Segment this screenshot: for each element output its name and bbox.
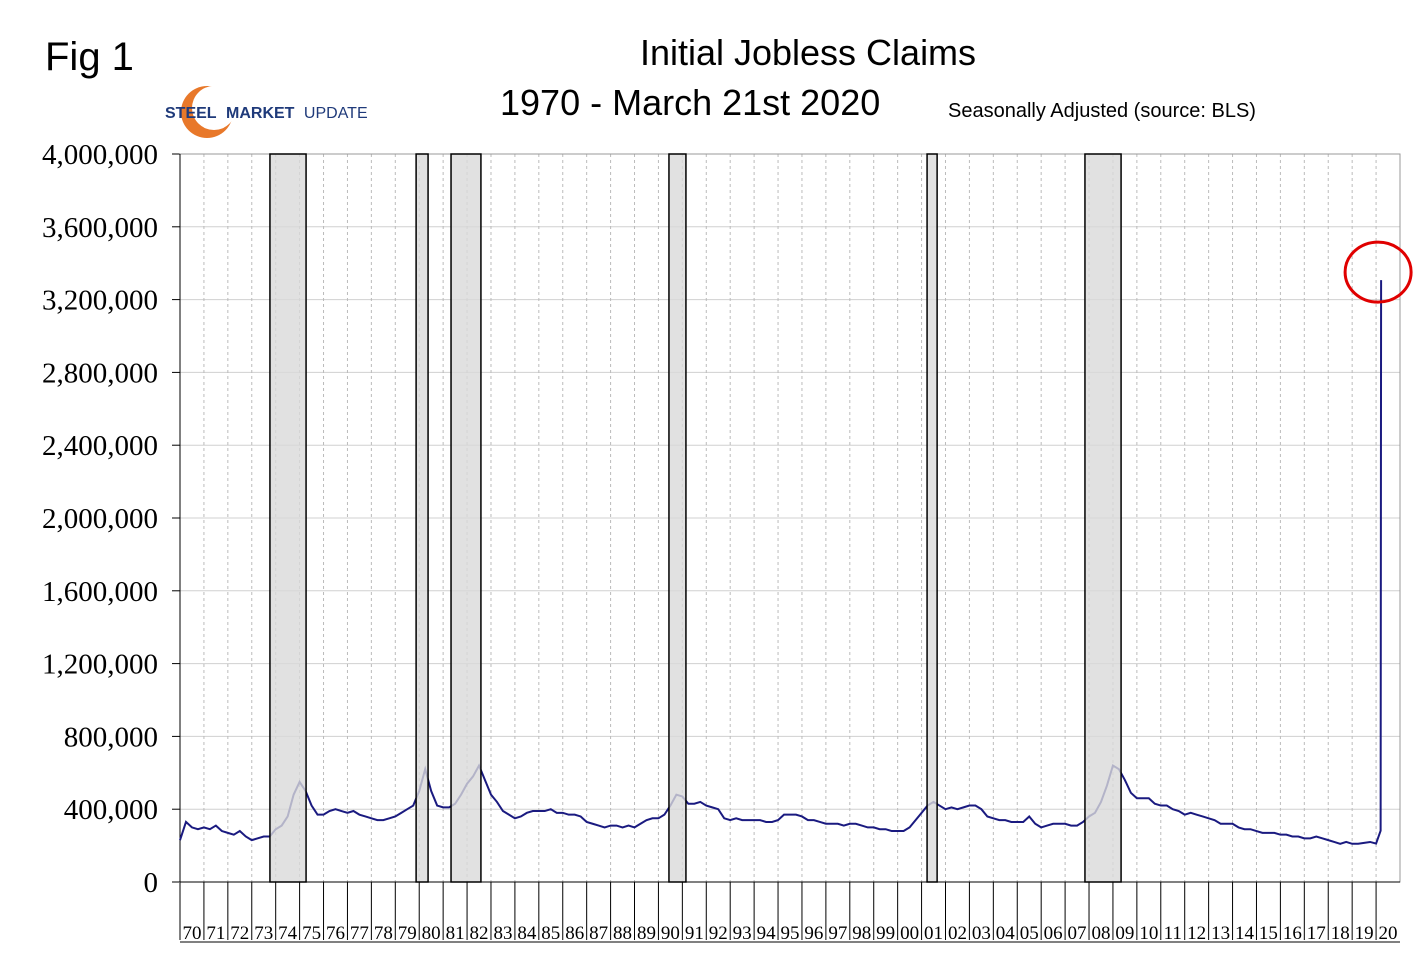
logo: STEEL MARKET UPDATE: [165, 86, 368, 138]
logo-word: STEEL: [165, 105, 217, 122]
x-tick-label: 71: [206, 923, 225, 944]
x-tick-label: 09: [1115, 923, 1134, 944]
x-tick-label: 17: [1307, 923, 1326, 944]
data-line: [179, 280, 1383, 845]
x-tick-label: 86: [565, 923, 584, 944]
logo-text: STEEL MARKET UPDATE: [165, 105, 368, 122]
x-tick-label: 92: [709, 923, 728, 944]
chart-subtitle: 1970 - March 21st 2020: [500, 82, 880, 123]
x-tick-label: 72: [230, 923, 249, 944]
logo-word: UPDATE: [304, 105, 368, 122]
x-tick-label: 82: [470, 923, 489, 944]
x-tick-label: 98: [852, 923, 871, 944]
plot-area: 0 400,000 800,000 1,200,000 1,600,000 2,000,0…: [42, 139, 1413, 944]
x-tick-label: 77: [350, 923, 369, 944]
x-tick-label: 94: [757, 923, 777, 944]
x-tick-label: 95: [781, 923, 800, 944]
x-tick-label: 06: [1044, 923, 1063, 944]
recession-band: [415, 153, 429, 883]
y-tick-label: 1,200,000: [42, 649, 158, 681]
y-tick-label: 400,000: [64, 794, 158, 826]
logo-word: MARKET: [226, 105, 295, 122]
x-tick-label: 02: [948, 923, 967, 944]
x-tick-label: 88: [613, 923, 632, 944]
x-tick-label: 87: [589, 923, 608, 944]
x-tick-label: 93: [733, 923, 752, 944]
highlight-circle: [1343, 240, 1413, 304]
chart-note: Seasonally Adjusted (source: BLS): [948, 100, 1256, 122]
x-tick-label: 16: [1283, 923, 1302, 944]
x-tick-label: 14: [1235, 923, 1255, 944]
x-tick-label: 74: [278, 923, 298, 944]
x-tick-label: 13: [1211, 923, 1230, 944]
x-tick-label: 73: [254, 923, 273, 944]
y-tick-label: 1,600,000: [42, 576, 158, 608]
y-tick-label: 3,600,000: [42, 212, 158, 244]
x-tick-label: 07: [1068, 923, 1087, 944]
x-tick-label: 01: [924, 923, 943, 944]
x-tick-label: 91: [685, 923, 704, 944]
x-tick-label: 75: [302, 923, 321, 944]
x-tick-label: 18: [1331, 923, 1350, 944]
x-tick-label: 78: [374, 923, 393, 944]
x-tick-label: 76: [326, 923, 345, 944]
x-tick-label: 12: [1187, 923, 1206, 944]
y-tick-label: 2,800,000: [42, 357, 158, 389]
x-tick-label: 99: [876, 923, 895, 944]
y-tick-label: 800,000: [64, 721, 158, 753]
x-tick-label: 08: [1091, 923, 1110, 944]
chart-title: Initial Jobless Claims: [640, 32, 976, 73]
x-tick-label: 70: [182, 923, 201, 944]
x-tick-label: 97: [828, 923, 847, 944]
recession-band: [1084, 153, 1122, 883]
x-tick-label: 00: [900, 923, 919, 944]
fig-label: Fig 1: [45, 35, 134, 79]
recession-band: [450, 153, 482, 883]
x-tick-label: 05: [1020, 923, 1039, 944]
logo-icon: [192, 86, 236, 130]
x-tick-label: 79: [398, 923, 417, 944]
x-tick-label: 84: [517, 923, 537, 944]
y-tick-label: 4,000,000: [42, 139, 158, 171]
x-tick-label: 85: [541, 923, 560, 944]
x-tick-label: 11: [1164, 923, 1182, 944]
x-tick-label: 90: [661, 923, 680, 944]
recession-band: [668, 153, 687, 883]
recession-band: [926, 153, 938, 883]
x-tick-label: 20: [1379, 923, 1398, 944]
x-tick-label: 96: [804, 923, 823, 944]
x-tick-label: 89: [637, 923, 656, 944]
x-tick-label: 81: [446, 923, 465, 944]
x-tick-label: 83: [493, 923, 512, 944]
y-tick-label: 2,000,000: [42, 503, 158, 535]
y-tick-label: 0: [144, 867, 159, 899]
x-tick-label: 10: [1139, 923, 1158, 944]
x-tick-label: 15: [1259, 923, 1278, 944]
recession-band: [269, 153, 307, 883]
y-tick-label: 3,200,000: [42, 285, 158, 317]
x-tick-label: 80: [422, 923, 441, 944]
y-tick-label: 2,400,000: [42, 430, 158, 462]
x-tick-label: 04: [996, 923, 1016, 944]
x-tick-label: 03: [972, 923, 991, 944]
x-tick-label: 19: [1355, 923, 1374, 944]
